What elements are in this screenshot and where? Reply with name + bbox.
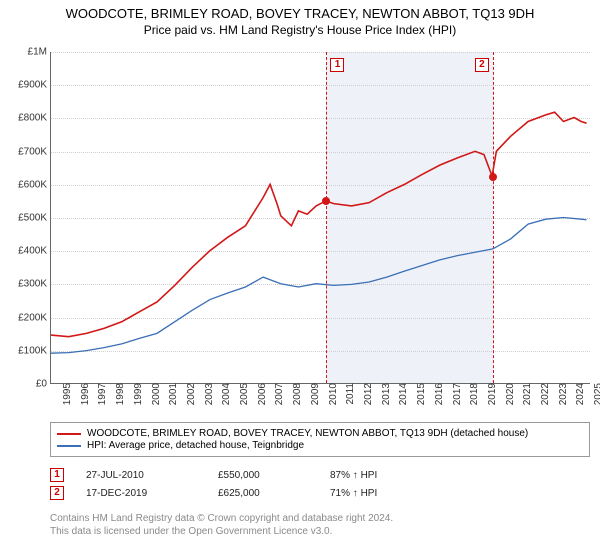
event-point-2 xyxy=(489,173,497,181)
x-axis-label: 2025 xyxy=(589,383,600,405)
x-axis-label: 2011 xyxy=(341,383,356,405)
legend-swatch-hpi xyxy=(57,445,81,447)
y-axis-label: £800K xyxy=(18,113,51,124)
x-axis-label: 2005 xyxy=(235,383,250,405)
x-axis-label: 1997 xyxy=(94,383,109,405)
x-axis-label: 2020 xyxy=(501,383,516,405)
series-line-subject xyxy=(51,112,587,336)
x-axis-label: 2023 xyxy=(554,383,569,405)
x-axis-label: 1998 xyxy=(111,383,126,405)
x-axis-label: 2010 xyxy=(324,383,339,405)
event-row-2: 2 17-DEC-2019 £625,000 71% ↑ HPI xyxy=(50,484,590,502)
x-axis-label: 2007 xyxy=(271,383,286,405)
y-axis-label: £400K xyxy=(18,246,51,257)
footnote-line-2: This data is licensed under the Open Gov… xyxy=(50,525,590,538)
event-delta-2: 71% ↑ HPI xyxy=(330,488,420,499)
x-axis-label: 2019 xyxy=(483,383,498,405)
y-axis-label: £600K xyxy=(18,179,51,190)
legend-swatch-subject xyxy=(57,433,81,435)
x-axis-label: 1995 xyxy=(58,383,73,405)
event-row-1: 1 27-JUL-2010 £550,000 87% ↑ HPI xyxy=(50,466,590,484)
y-axis-label: £0 xyxy=(36,379,51,390)
event-date-1: 27-JUL-2010 xyxy=(86,470,196,481)
legend-label-subject: WOODCOTE, BRIMLEY ROAD, BOVEY TRACEY, NE… xyxy=(87,428,528,439)
events-table: 1 27-JUL-2010 £550,000 87% ↑ HPI 2 17-DE… xyxy=(50,466,590,502)
x-axis-label: 2017 xyxy=(448,383,463,405)
y-axis-label: £300K xyxy=(18,279,51,290)
y-axis-label: £100K xyxy=(18,345,51,356)
x-axis-label: 2008 xyxy=(288,383,303,405)
chart-container: WOODCOTE, BRIMLEY ROAD, BOVEY TRACEY, NE… xyxy=(0,0,600,560)
chart-title: WOODCOTE, BRIMLEY ROAD, BOVEY TRACEY, NE… xyxy=(10,6,590,21)
x-axis-label: 2018 xyxy=(465,383,480,405)
y-axis-label: £700K xyxy=(18,146,51,157)
chart-subtitle: Price paid vs. HM Land Registry's House … xyxy=(10,23,590,37)
series-line-hpi xyxy=(51,218,587,354)
footnote: Contains HM Land Registry data © Crown c… xyxy=(50,512,590,538)
x-axis-label: 2015 xyxy=(412,383,427,405)
event-date-2: 17-DEC-2019 xyxy=(86,488,196,499)
y-axis-label: £200K xyxy=(18,312,51,323)
x-axis-label: 2012 xyxy=(359,383,374,405)
x-axis-label: 2022 xyxy=(536,383,551,405)
x-axis-label: 2003 xyxy=(200,383,215,405)
plot-area: £0£100K£200K£300K£400K£500K£600K£700K£80… xyxy=(50,52,590,384)
legend: WOODCOTE, BRIMLEY ROAD, BOVEY TRACEY, NE… xyxy=(50,422,590,457)
event-marker-1: 1 xyxy=(330,58,344,72)
x-axis-label: 2009 xyxy=(306,383,321,405)
x-axis-label: 1996 xyxy=(76,383,91,405)
x-axis-label: 2014 xyxy=(395,383,410,405)
event-badge-1: 1 xyxy=(50,468,64,482)
x-axis-label: 2001 xyxy=(164,383,179,405)
footnote-line-1: Contains HM Land Registry data © Crown c… xyxy=(50,512,590,525)
x-axis-label: 2013 xyxy=(377,383,392,405)
y-axis-label: £500K xyxy=(18,213,51,224)
event-badge-2: 2 xyxy=(50,486,64,500)
title-block: WOODCOTE, BRIMLEY ROAD, BOVEY TRACEY, NE… xyxy=(0,0,600,41)
event-delta-1: 87% ↑ HPI xyxy=(330,470,420,481)
event-marker-2: 2 xyxy=(475,58,489,72)
event-price-2: £625,000 xyxy=(218,488,308,499)
x-axis-label: 2024 xyxy=(572,383,587,405)
x-axis-label: 2021 xyxy=(518,383,533,405)
x-axis-label: 2016 xyxy=(430,383,445,405)
x-axis-label: 2004 xyxy=(217,383,232,405)
x-axis-label: 2000 xyxy=(147,383,162,405)
legend-item-hpi: HPI: Average price, detached house, Teig… xyxy=(57,440,583,451)
legend-item-subject: WOODCOTE, BRIMLEY ROAD, BOVEY TRACEY, NE… xyxy=(57,428,583,439)
x-axis-label: 2006 xyxy=(253,383,268,405)
x-axis-label: 2002 xyxy=(182,383,197,405)
y-axis-label: £1M xyxy=(28,47,51,58)
x-axis-label: 1999 xyxy=(129,383,144,405)
event-point-1 xyxy=(322,197,330,205)
event-price-1: £550,000 xyxy=(218,470,308,481)
y-axis-label: £900K xyxy=(18,80,51,91)
line-layer xyxy=(51,52,590,383)
legend-label-hpi: HPI: Average price, detached house, Teig… xyxy=(87,440,304,451)
